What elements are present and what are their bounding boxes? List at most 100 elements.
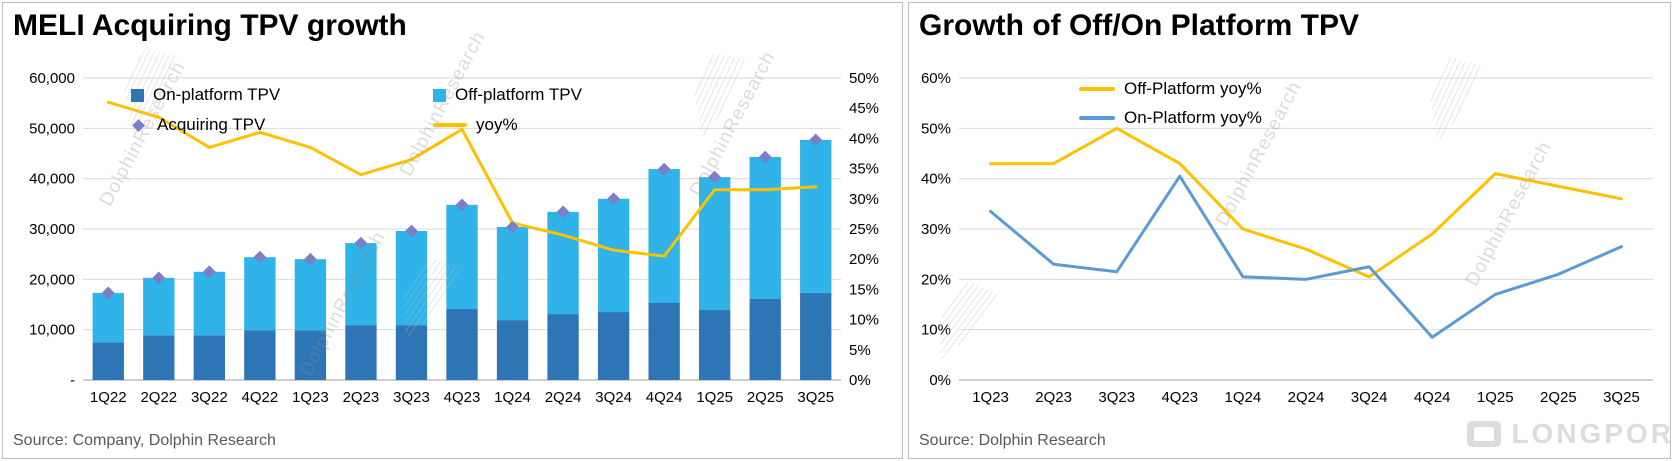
x-axis-tick-label: 1Q25	[696, 389, 733, 406]
bar-segment	[496, 226, 529, 321]
bar-segment	[395, 231, 428, 326]
diamond-marker	[354, 236, 368, 250]
longport-brand: LONGPOR	[1467, 418, 1671, 450]
bar-segment	[597, 198, 630, 313]
bar-segment	[143, 335, 175, 380]
meli-chart-title: MELI Acquiring TPV growth	[13, 9, 407, 42]
y-axis-tick-label: 50%	[921, 120, 951, 137]
x-axis-tick-label: 1Q23	[292, 389, 329, 406]
offon-chart-legend: Off-Platform yoy% On-Platform yoy%	[1079, 79, 1262, 128]
secondary-y-tick-label: 30%	[849, 191, 879, 208]
secondary-y-tick-label: 25%	[849, 221, 879, 238]
series-line	[106, 100, 818, 258]
secondary-y-tick-label: 20%	[849, 251, 879, 268]
x-axis-tick-label: 3Q23	[1098, 389, 1135, 406]
bar-segment	[446, 204, 478, 310]
bar-segment	[648, 302, 680, 380]
y-axis-tick-label: 0%	[929, 372, 951, 389]
off-platform-swatch	[433, 88, 446, 102]
longport-logo-icon	[1467, 421, 1502, 447]
secondary-y-tick-label: 0%	[849, 372, 871, 389]
diamond-marker	[455, 198, 469, 212]
x-axis-tick-label: 4Q24	[646, 389, 683, 406]
offon-chart-title: Growth of Off/On Platform TPV	[919, 9, 1359, 42]
diamond-marker	[202, 265, 216, 279]
x-axis-tick-label: 4Q24	[1414, 389, 1451, 406]
bar-segment	[648, 169, 680, 303]
legend-item-off-platform: Off-platform TPV	[433, 85, 582, 105]
bar-segment	[345, 325, 377, 380]
legend-label-on-platform: On-platform TPV	[153, 85, 281, 104]
diamond-marker	[405, 224, 418, 238]
secondary-y-tick-label: 10%	[849, 312, 879, 329]
bar-segment	[294, 330, 327, 380]
bar-segment	[800, 292, 832, 380]
diamond-marker	[152, 271, 166, 285]
off-platform-line-swatch	[1079, 87, 1115, 91]
bar-segment	[800, 139, 832, 293]
x-axis-tick-label: 2Q23	[1035, 389, 1072, 406]
secondary-y-tick-label: 5%	[849, 342, 871, 359]
diamond-marker	[253, 250, 267, 264]
legend-label-acquiring: Acquiring TPV	[157, 115, 266, 134]
secondary-y-tick-label: 15%	[849, 281, 879, 298]
legend-item-acquiring: Acquiring TPV	[131, 115, 433, 135]
bar-segment	[749, 157, 781, 299]
secondary-y-tick-label: 50%	[849, 70, 879, 87]
secondary-y-tick-label: 45%	[849, 100, 879, 117]
bar-segment	[749, 298, 781, 380]
bar-segment	[92, 342, 124, 380]
y-axis-tick-label: 30%	[921, 221, 951, 238]
x-axis-tick-label: 2Q25	[747, 389, 784, 406]
x-axis-tick-label: 4Q22	[242, 389, 279, 406]
meli-stacked-bar-chart: - 10,000 20,000 30,000 40,000 50,000 60,000 0% 5…	[29, 70, 879, 406]
legend-item-on-platform: On-platform TPV	[131, 85, 433, 105]
x-axis-tick-label: 3Q24	[595, 389, 632, 406]
y-axis-tick-label: -	[70, 372, 75, 389]
bar-segment	[294, 259, 327, 331]
bar-segment	[446, 309, 478, 380]
meli-chart-legend: On-platform TPV Off-platform TPV Acquiri…	[131, 85, 582, 135]
y-axis-tick-label: 20,000	[29, 271, 75, 288]
diamond-marker-swatch	[132, 118, 145, 132]
legend-label-off-platform: Off-platform TPV	[455, 85, 582, 104]
x-axis-tick-label: 2Q23	[343, 389, 380, 406]
longport-logo-text: LONGPOR	[1511, 418, 1671, 449]
offon-source-note: Source: Dolphin Research	[919, 432, 1106, 449]
bar-segment	[597, 312, 630, 380]
x-axis-tick-label: 4Q23	[444, 389, 481, 406]
series-line	[989, 126, 1623, 279]
bar-segment	[395, 325, 428, 380]
bar-segment	[699, 310, 731, 380]
bar-segment	[193, 271, 225, 336]
secondary-y-tick-label: 35%	[849, 161, 879, 178]
x-axis-tick-label: 1Q24	[1225, 389, 1262, 406]
x-axis-tick-label: 2Q24	[545, 389, 582, 406]
x-axis-tick-label: 4Q23	[1161, 389, 1198, 406]
x-axis-tick-label: 3Q23	[393, 389, 430, 406]
bar-segment	[496, 320, 529, 380]
y-axis-tick-label: 20%	[921, 271, 951, 288]
x-axis-tick-label: 1Q25	[1477, 389, 1514, 406]
y-axis-tick-label: 60,000	[29, 70, 75, 87]
diamond-marker	[101, 286, 115, 300]
x-axis-tick-label: 3Q25	[1603, 389, 1640, 406]
legend-label-off-platform-yoy: Off-Platform yoy%	[1124, 79, 1262, 98]
meli-source-note: Source: Company, Dolphin Research	[13, 432, 276, 449]
bar-segment	[547, 211, 579, 315]
x-axis-tick-label: 2Q25	[1540, 389, 1577, 406]
legend-item-yoy: yoy%	[433, 115, 582, 135]
on-platform-line-swatch	[1079, 116, 1115, 120]
y-axis-tick-label: 10%	[921, 322, 951, 339]
bar-segment	[92, 292, 124, 343]
legend-item-off-platform-yoy: Off-Platform yoy%	[1079, 79, 1262, 99]
bar-segment	[143, 277, 175, 336]
diamond-marker	[304, 252, 317, 266]
on-platform-swatch	[131, 88, 144, 102]
x-axis-tick-label: 1Q22	[90, 389, 127, 406]
y-axis-tick-label: 50,000	[29, 120, 75, 137]
x-axis-tick-label: 2Q24	[1288, 389, 1325, 406]
x-axis-tick-label: 3Q22	[191, 389, 228, 406]
secondary-y-tick-label: 40%	[849, 130, 879, 147]
